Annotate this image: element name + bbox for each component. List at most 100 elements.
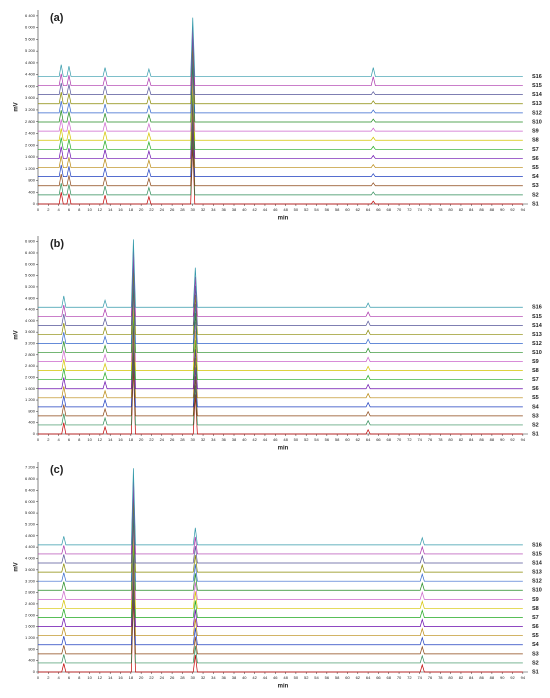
series-label: S10 [532, 119, 542, 125]
x-tick-label: 44 [263, 675, 268, 680]
x-tick-label: 92 [510, 675, 515, 680]
x-tick-label: 34 [211, 207, 216, 212]
trace [38, 257, 523, 326]
x-tick-label: 86 [479, 207, 484, 212]
trace [38, 72, 523, 132]
trace [38, 54, 523, 114]
x-tick-label: 50 [294, 675, 299, 680]
x-tick-label: 16 [118, 675, 123, 680]
x-tick-label: 78 [438, 437, 443, 442]
trace [38, 531, 523, 609]
x-tick-label: 74 [417, 675, 422, 680]
x-tick-label: 48 [283, 437, 288, 442]
x-tick-label: 44 [263, 437, 268, 442]
x-tick-label: 68 [387, 207, 392, 212]
trace [38, 366, 523, 435]
x-tick-label: 10 [87, 207, 92, 212]
series-label: S8 [532, 606, 539, 612]
y-tick-label: 6 400 [25, 250, 36, 255]
x-tick-label: 26 [170, 207, 175, 212]
series-label: S8 [532, 138, 539, 144]
series-label: S7 [532, 615, 539, 621]
y-tick-label: 4 000 [25, 83, 36, 88]
trace [38, 26, 523, 86]
x-tick-label: 62 [356, 675, 361, 680]
x-tick-label: 70 [397, 437, 402, 442]
series-label: S5 [532, 633, 539, 639]
trace [38, 468, 523, 546]
x-tick-label: 34 [211, 437, 216, 442]
trace [38, 559, 523, 637]
x-tick-label: 90 [500, 675, 505, 680]
x-tick-label: 2 [47, 207, 50, 212]
trace [38, 338, 523, 408]
x-tick-label: 40 [242, 437, 247, 442]
x-tick-label: 32 [201, 675, 206, 680]
x-tick-label: 84 [469, 437, 474, 442]
y-tick-label: 0 [33, 431, 36, 436]
x-tick-label: 74 [417, 437, 422, 442]
x-tick-label: 8 [78, 675, 81, 680]
x-tick-label: 38 [232, 437, 237, 442]
x-tick-label: 46 [273, 207, 278, 212]
x-tick-label: 78 [438, 675, 443, 680]
x-tick-label: 4 [58, 207, 61, 212]
y-tick-label: 4 400 [25, 544, 36, 549]
x-tick-label: 70 [397, 207, 402, 212]
series-label: S15 [532, 83, 542, 89]
series-label: S3 [532, 651, 539, 657]
x-tick-label: 64 [366, 437, 371, 442]
series-label: S2 [532, 660, 539, 666]
x-tick-label: 84 [469, 675, 474, 680]
series-label: S7 [532, 147, 539, 153]
y-tick-label: 800 [28, 408, 35, 413]
x-tick-label: 6 [68, 437, 71, 442]
y-tick-label: 5 600 [25, 36, 36, 41]
x-tick-label: 42 [252, 437, 257, 442]
trace [38, 477, 523, 555]
x-tick-label: 38 [232, 675, 237, 680]
trace [38, 266, 523, 335]
trace [38, 126, 523, 187]
x-tick-label: 26 [170, 437, 175, 442]
x-tick-label: 36 [221, 207, 226, 212]
x-tick-label: 72 [407, 675, 412, 680]
y-tick-label: 4 400 [25, 307, 36, 312]
x-tick-label: 52 [304, 207, 309, 212]
y-tick-label: 4 400 [25, 72, 36, 77]
x-axis-label: min [278, 684, 289, 690]
y-tick-label: 2 400 [25, 601, 36, 606]
x-tick-label: 0 [37, 207, 40, 212]
x-tick-label: 22 [149, 675, 154, 680]
x-axis-label: min [278, 446, 289, 452]
x-tick-label: 16 [118, 207, 123, 212]
x-tick-label: 22 [149, 207, 154, 212]
x-tick-label: 10 [87, 437, 92, 442]
x-tick-label: 12 [98, 675, 103, 680]
x-tick-label: 62 [356, 207, 361, 212]
series-label: S3 [532, 183, 539, 189]
x-tick-label: 46 [273, 675, 278, 680]
x-tick-label: 6 [68, 675, 71, 680]
trace [38, 320, 523, 390]
trace [38, 347, 523, 417]
x-tick-label: 24 [160, 437, 165, 442]
x-tick-label: 90 [500, 437, 505, 442]
trace [38, 44, 523, 105]
series-label: S12 [532, 341, 542, 347]
panel-label: (c) [50, 464, 64, 476]
x-tick-label: 80 [448, 675, 453, 680]
x-tick-label: 50 [294, 207, 299, 212]
series-label: S9 [532, 129, 539, 135]
x-axis-label: min [278, 216, 289, 222]
x-tick-label: 34 [211, 675, 216, 680]
series-label: S5 [532, 165, 539, 171]
x-tick-label: 80 [448, 207, 453, 212]
x-tick-label: 28 [180, 437, 185, 442]
series-label: S14 [532, 92, 543, 98]
trace [38, 504, 523, 582]
x-tick-label: 10 [87, 675, 92, 680]
x-tick-label: 18 [129, 675, 134, 680]
x-tick-label: 14 [108, 207, 113, 212]
series-label: S6 [532, 386, 539, 392]
